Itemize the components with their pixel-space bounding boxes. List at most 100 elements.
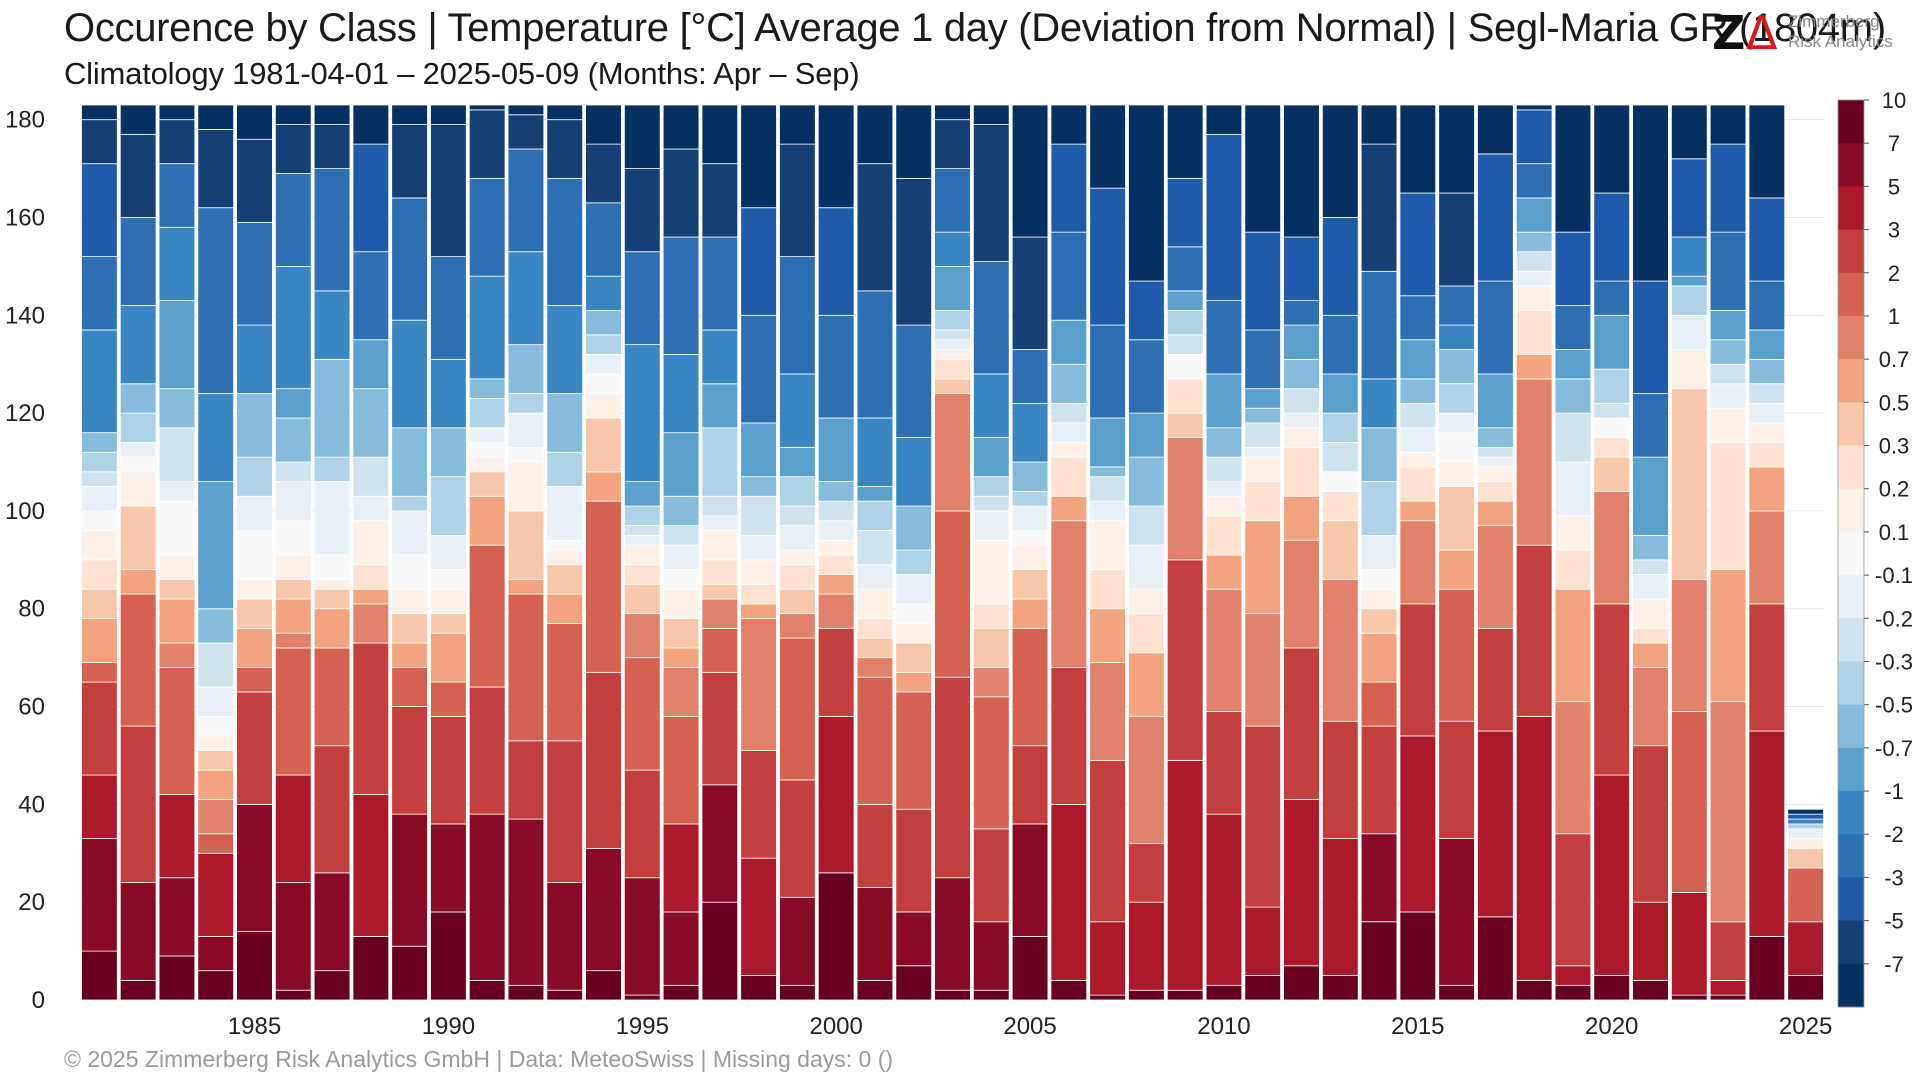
bar-segment — [468, 378, 506, 399]
bar-segment — [1050, 104, 1088, 145]
bar-segment — [972, 667, 1010, 698]
bar-segment — [1515, 310, 1553, 355]
bar-segment — [81, 681, 118, 776]
bar-segment — [507, 510, 545, 580]
bar-segment — [158, 598, 196, 644]
bar-segment — [1050, 231, 1088, 321]
bar-segment — [585, 202, 622, 277]
bar-segment — [1089, 500, 1126, 522]
bar-segment — [1515, 163, 1553, 199]
bar-segment — [1748, 280, 1786, 331]
bar-segment — [701, 163, 739, 238]
colorbar-label: 0.5 — [1879, 390, 1910, 415]
bar-segment — [274, 774, 312, 884]
bar-segment — [430, 613, 467, 634]
bar-segment — [1244, 388, 1282, 409]
bar-segment — [1050, 402, 1088, 424]
bar-segment — [1670, 349, 1708, 390]
bar-segment — [623, 564, 661, 585]
bar-segment — [623, 583, 661, 615]
bar-segment — [546, 623, 584, 742]
bar-segment — [158, 578, 196, 600]
bar-segment — [585, 104, 622, 145]
bar-segment — [158, 427, 196, 482]
bar-segment — [623, 251, 661, 346]
colorbar-label: 0.2 — [1879, 477, 1910, 502]
bar-segment — [274, 481, 312, 522]
chart-subtitle: Climatology 1981-04-01 – 2025-05-09 (Mon… — [64, 56, 860, 91]
bar-segment — [934, 339, 971, 350]
bar-segment — [1360, 534, 1398, 571]
bar-segment — [817, 627, 855, 717]
bar-segment — [1709, 569, 1747, 703]
colorbar-label: 0.3 — [1879, 434, 1910, 459]
bar-segment — [1089, 466, 1126, 478]
bar-segment — [895, 808, 933, 913]
y-tick-label: 60 — [18, 694, 45, 721]
bar-1981 — [81, 104, 118, 1001]
bar-1996 — [662, 104, 700, 1001]
bar-segment — [468, 398, 506, 429]
bar-segment — [701, 383, 739, 429]
bar-2012 — [1283, 104, 1320, 1001]
bar-segment — [1787, 823, 1824, 830]
bar-segment — [856, 163, 894, 292]
y-tick-label: 160 — [5, 204, 45, 231]
bar-segment — [779, 564, 816, 590]
bar-segment — [1166, 759, 1204, 991]
bar-segment — [1670, 994, 1708, 1001]
bar-segment — [236, 931, 273, 1001]
bar-segment — [972, 627, 1010, 668]
bar-segment — [895, 177, 933, 326]
bar-segment — [1011, 544, 1049, 571]
bar-segment — [1128, 652, 1165, 717]
bar-segment — [1515, 109, 1553, 165]
bar-segment — [1166, 177, 1204, 248]
bar-segment — [158, 642, 196, 668]
bar-segment — [352, 104, 390, 145]
bar-segment — [158, 667, 196, 795]
bar-segment — [274, 417, 312, 463]
bar-segment — [1360, 608, 1398, 634]
bar-segment — [236, 803, 273, 932]
bar-segment — [740, 975, 777, 1001]
y-tick-label: 40 — [18, 791, 45, 818]
bar-segment — [546, 549, 584, 566]
bar-segment — [740, 207, 777, 316]
bar-segment — [1477, 456, 1514, 468]
bar-segment — [1399, 500, 1437, 522]
colorbar-cell — [1838, 359, 1864, 403]
bar-segment — [274, 554, 312, 580]
bar-segment — [895, 437, 933, 507]
bar-segment — [1748, 402, 1786, 424]
bar-segment — [779, 549, 816, 566]
bar-segment — [507, 114, 545, 150]
bar-segment — [81, 119, 118, 165]
bar-segment — [895, 104, 933, 179]
bar-segment — [1166, 246, 1204, 292]
bar-segment — [1787, 838, 1824, 849]
x-tick-label: 2015 — [1391, 1013, 1444, 1040]
bar-segment — [1554, 231, 1592, 306]
bar-segment — [391, 554, 428, 590]
bar-1987 — [313, 104, 351, 1001]
bar-segment — [507, 740, 545, 820]
bar-segment — [274, 265, 312, 390]
bar-2013 — [1321, 104, 1359, 1001]
bar-segment — [1089, 187, 1126, 326]
bar-segment — [236, 598, 273, 629]
bar-segment — [1709, 407, 1747, 443]
bar-segment — [972, 476, 1010, 497]
bar-segment — [662, 148, 700, 238]
bar-segment — [1360, 588, 1398, 610]
bar-segment — [1399, 911, 1437, 1001]
bar-segment — [740, 476, 777, 497]
colorbar-label: -7 — [1884, 952, 1904, 977]
bar-segment — [1399, 402, 1437, 429]
bar-segment — [158, 794, 196, 879]
bar-segment — [1593, 314, 1631, 370]
bar-segment — [1283, 799, 1320, 967]
bar-segment — [81, 432, 118, 453]
bar-segment — [662, 984, 700, 1001]
